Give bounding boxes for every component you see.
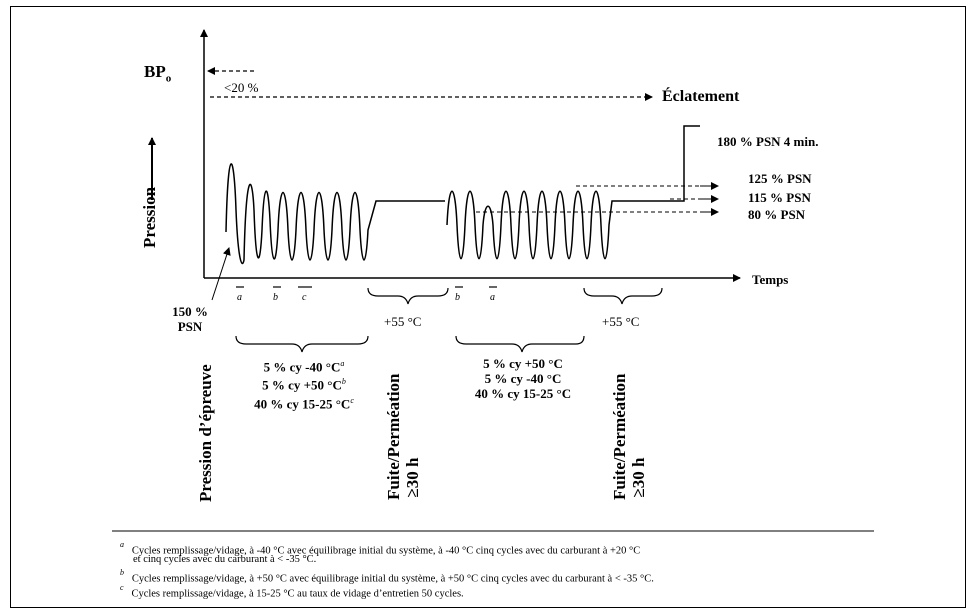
cycles2-block: 5 % cy +50 °C 5 % cy -40 °C 40 % cy 15-2… [474,356,572,401]
psn150-arrow [211,247,231,301]
marker-a1: a [237,292,242,303]
brace-temp2 [583,287,663,305]
eclatement-label: Éclatement [662,88,740,105]
psn150-label: 150 % PSN [172,304,208,334]
psn180-label: 180 % PSN 4 min. [717,134,819,149]
marker-b1: b [273,292,278,303]
pression-label: Pression [140,186,159,248]
lt20-label: <20 % [224,80,259,95]
footnote-a: a Cycles remplissage/vidage, à -40 °C av… [120,540,641,557]
marker-c1: c [302,292,307,303]
fuite1-label: Fuite/Perméation ≥30 h [384,373,422,500]
temp2-label: +55 °C [602,314,640,329]
cycles1-block: 5 % cy -40 °Ca 5 % cy +50 °Cb 40 % cy 15… [254,359,354,411]
psn115-label: 115 % PSN [748,190,811,205]
marker-b2: b [455,292,460,303]
pressure-trace-1 [225,163,445,265]
figure-frame [10,6,966,608]
brace-temp1 [367,287,449,305]
temps-label: Temps [752,272,789,287]
fuite2-label: Fuite/Perméation ≥30 h [610,373,648,500]
psn125-label: 125 % PSN [748,171,812,186]
footnote-c: c Cycles remplissage/vidage, à 15-25 °C … [120,583,464,600]
temp1-label: +55 °C [384,314,422,329]
footnote-b: b Cycles remplissage/vidage, à +50 °C av… [120,568,654,585]
marker-a2: a [490,292,495,303]
bpo-label: BPo [144,62,172,85]
brace-cycles2 [455,335,585,353]
footnote-a-cont: et cinq cycles avec du carburant à < -35… [133,554,317,565]
brace-cycles1 [235,335,369,353]
pression-epreuve-label: Pression d’épreuve [196,364,215,502]
psn80-label: 80 % PSN [748,207,806,222]
pressure-trace-2 [446,125,700,260]
